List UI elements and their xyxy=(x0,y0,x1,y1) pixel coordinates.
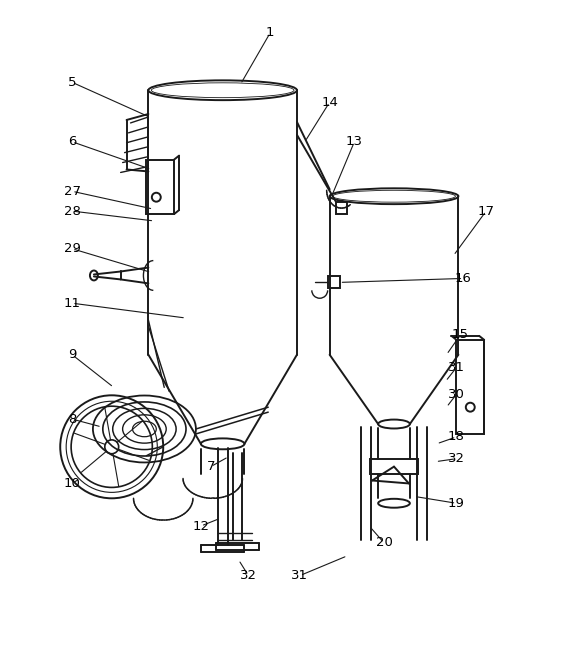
Text: 32: 32 xyxy=(240,569,257,582)
Text: 29: 29 xyxy=(63,242,80,255)
Text: 19: 19 xyxy=(448,497,465,510)
Text: 1: 1 xyxy=(266,26,275,39)
Text: 15: 15 xyxy=(452,328,469,341)
Text: 18: 18 xyxy=(448,430,465,443)
Text: 31: 31 xyxy=(292,569,308,582)
Text: 17: 17 xyxy=(478,205,495,218)
Text: 10: 10 xyxy=(63,477,80,490)
Bar xyxy=(147,160,174,214)
Text: 13: 13 xyxy=(346,135,363,148)
Text: 14: 14 xyxy=(321,96,338,109)
Text: 6: 6 xyxy=(68,135,76,148)
Text: 20: 20 xyxy=(375,536,392,549)
Text: 11: 11 xyxy=(63,297,81,309)
Bar xyxy=(336,202,347,214)
Bar xyxy=(456,340,484,434)
Text: 8: 8 xyxy=(68,413,76,426)
Bar xyxy=(328,276,339,288)
Text: 27: 27 xyxy=(63,185,81,198)
Text: 16: 16 xyxy=(455,272,472,285)
Text: 28: 28 xyxy=(63,205,80,218)
Bar xyxy=(370,459,418,474)
Text: 7: 7 xyxy=(207,460,215,473)
Text: 30: 30 xyxy=(448,388,465,401)
Text: 9: 9 xyxy=(68,348,76,361)
Text: 5: 5 xyxy=(68,76,76,89)
Text: 12: 12 xyxy=(193,519,210,532)
Text: 31: 31 xyxy=(448,361,465,374)
Text: 32: 32 xyxy=(448,452,465,465)
